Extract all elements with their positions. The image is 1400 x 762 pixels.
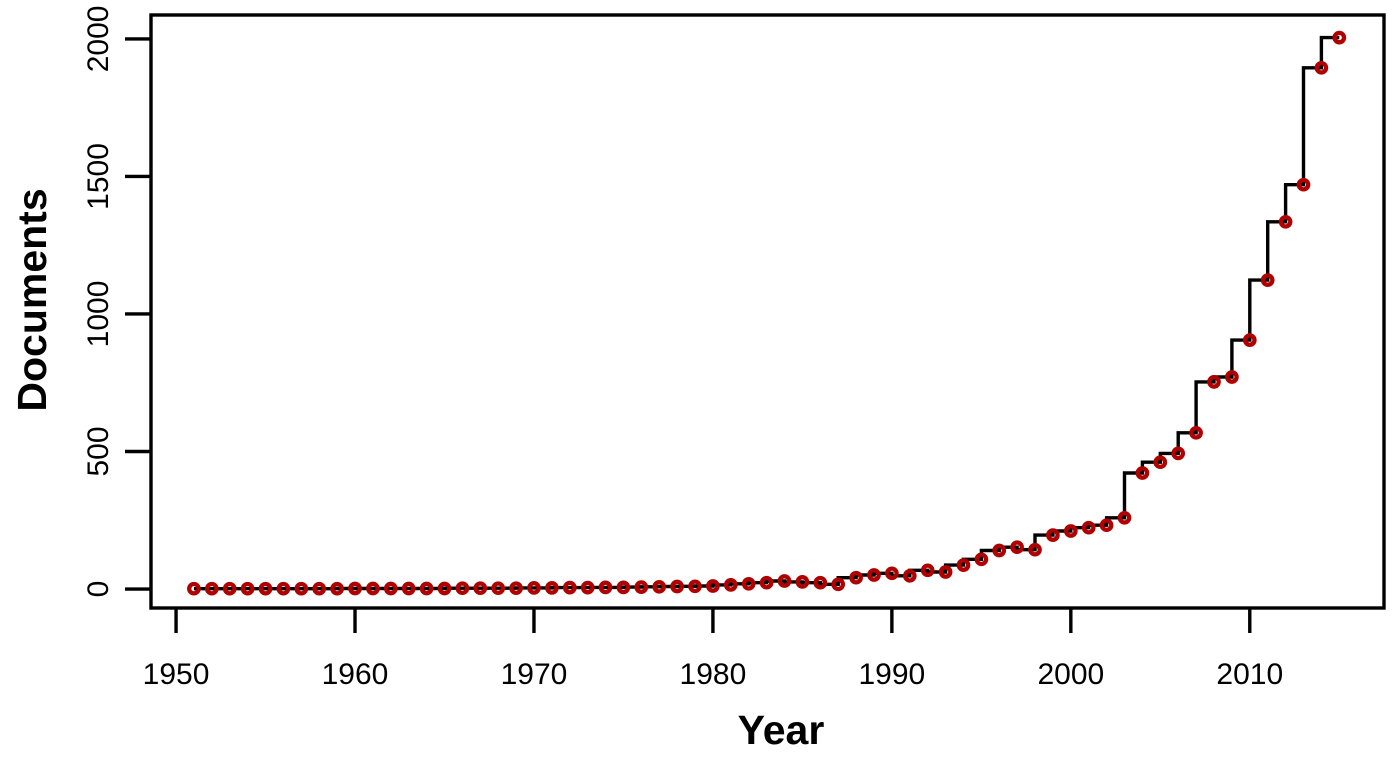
step-line [193, 35, 1340, 591]
plot-frame [149, 13, 1386, 610]
data-point-marker [366, 581, 380, 596]
data-point-marker [867, 568, 881, 582]
data-point-marker [777, 574, 792, 588]
data-point-marker [562, 580, 577, 595]
data-point-marker [312, 581, 327, 596]
data-point-marker [545, 581, 559, 595]
x-tick-label: 1970 [501, 658, 568, 691]
data-point-marker [813, 575, 828, 590]
data-point-marker [670, 579, 684, 594]
data-point-marker [1242, 333, 1257, 347]
y-tick-label: 1000 [82, 281, 115, 348]
y-tick-label: 500 [82, 426, 115, 476]
data-point-marker [1153, 455, 1168, 470]
y-axis-ticks: 0 500 1000 1500 2000 [82, 6, 151, 598]
data-point-marker [491, 581, 506, 596]
data-point-marker [652, 579, 667, 594]
data-point-marker [1135, 466, 1150, 480]
x-tick-label: 1960 [322, 658, 389, 691]
x-tick-label: 1990 [858, 658, 925, 691]
data-point-marker [580, 580, 595, 595]
data-point-marker [258, 581, 273, 596]
data-point-marker [956, 558, 971, 572]
data-point-marker [1296, 177, 1311, 192]
data-point-marker [1225, 370, 1239, 384]
data-point-marker [706, 579, 720, 593]
data-point-marker [1278, 214, 1293, 229]
data-point-marker [240, 581, 255, 596]
data-point-marker [1171, 446, 1186, 461]
data-point-marker [348, 581, 362, 596]
data-point-marker [1063, 524, 1078, 538]
data-point-marker [437, 581, 452, 596]
data-point-markers [187, 30, 1347, 596]
data-point-marker [831, 577, 846, 592]
data-point-marker [938, 565, 953, 579]
data-point-marker [1010, 540, 1024, 555]
data-point-marker [419, 581, 434, 596]
data-point-marker [455, 581, 470, 596]
data-point-marker [1099, 518, 1114, 533]
x-tick-label: 2010 [1216, 658, 1283, 691]
data-point-marker [920, 563, 935, 578]
x-tick-label: 2000 [1037, 658, 1104, 691]
y-tick-label: 1500 [82, 143, 115, 210]
data-point-marker [992, 543, 1007, 558]
data-point-marker [401, 581, 416, 596]
data-point-marker [741, 576, 756, 591]
data-point-marker [1028, 542, 1042, 557]
data-point-marker [688, 579, 702, 594]
data-point-marker [849, 570, 863, 585]
data-point-marker [1207, 375, 1221, 389]
x-tick-label: 1950 [143, 658, 210, 691]
data-point-marker [598, 580, 613, 595]
data-point-marker [473, 581, 488, 596]
data-point-marker [1260, 273, 1275, 287]
data-point-marker [1117, 510, 1132, 525]
data-point-marker [222, 581, 237, 596]
x-axis-ticks: 1950 1960 1970 1980 1990 2000 2010 [143, 608, 1283, 691]
data-point-marker [723, 578, 738, 592]
data-point-marker [383, 581, 398, 596]
data-point-marker [276, 581, 291, 596]
data-point-marker [616, 580, 631, 595]
data-point-marker [204, 581, 219, 596]
data-point-marker [1046, 528, 1060, 542]
data-point-marker [885, 566, 899, 581]
data-point-marker [634, 580, 649, 594]
data-point-marker [974, 552, 989, 567]
y-axis-title: Documents [9, 188, 55, 411]
y-tick-label: 0 [82, 581, 115, 598]
data-point-marker [294, 581, 309, 596]
y-tick-label: 2000 [82, 6, 115, 73]
data-point-marker [1314, 60, 1329, 75]
x-tick-label: 1980 [680, 658, 747, 691]
data-point-marker [759, 575, 774, 590]
x-axis-title: Year [738, 707, 825, 753]
data-point-marker [795, 575, 810, 589]
data-point-marker [527, 581, 541, 595]
data-point-marker [902, 568, 917, 583]
data-point-marker [1081, 520, 1096, 535]
data-point-marker [1332, 30, 1347, 45]
data-point-marker [509, 581, 523, 596]
data-point-marker [1189, 425, 1203, 440]
data-point-marker [187, 581, 201, 596]
data-point-marker [330, 581, 344, 596]
